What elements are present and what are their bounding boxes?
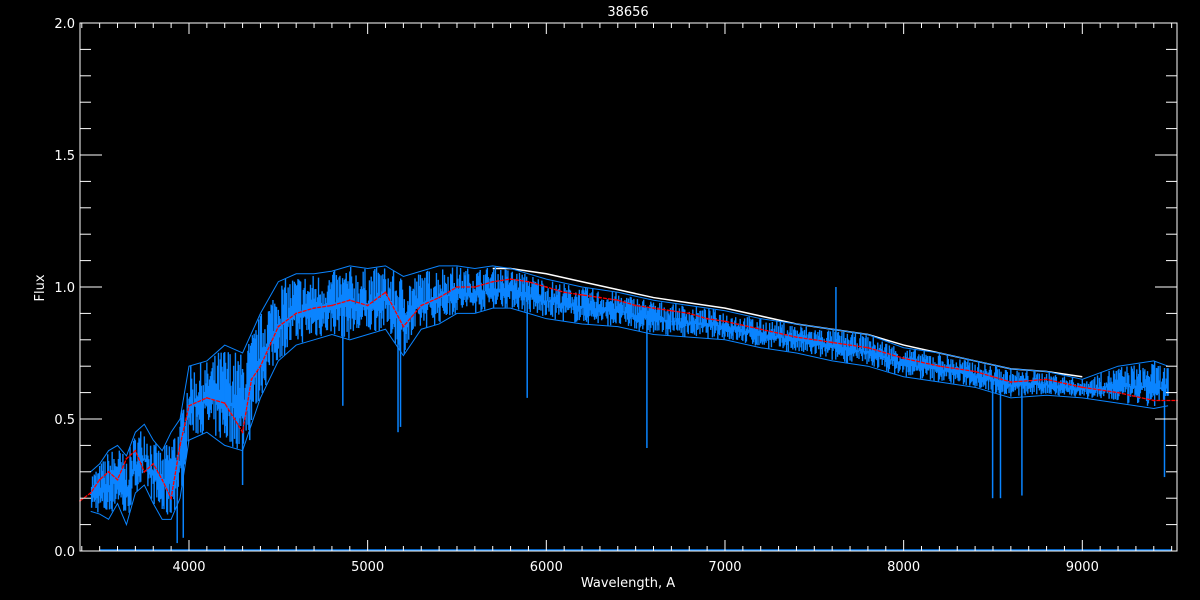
model-point bbox=[527, 280, 530, 283]
model-point bbox=[179, 444, 181, 447]
x-tick-label: 4000 bbox=[172, 560, 205, 575]
model-point bbox=[313, 307, 315, 310]
model-point bbox=[1081, 386, 1084, 389]
chart-title: 38656 bbox=[607, 5, 648, 20]
model-point bbox=[107, 470, 110, 473]
model-point bbox=[902, 357, 905, 360]
model-point bbox=[152, 462, 155, 465]
observed-upper-envelope bbox=[90, 265, 1169, 473]
model-point bbox=[616, 299, 619, 302]
model-point bbox=[1152, 399, 1155, 402]
model-point bbox=[438, 296, 441, 299]
model-point bbox=[143, 470, 146, 473]
y-tick-label: 0.5 bbox=[54, 413, 75, 428]
axes: 4000 5000 6000 7000 8000 9000 0.0 0.5 1.0 1.5 2.0 bbox=[54, 17, 1178, 575]
y-tick-label: 1.0 bbox=[54, 281, 75, 296]
x-tick-label: 5000 bbox=[351, 560, 384, 575]
model-point bbox=[581, 294, 583, 296]
model-point bbox=[116, 478, 119, 481]
model-point bbox=[974, 370, 977, 373]
model-point bbox=[456, 286, 458, 288]
model-point bbox=[241, 431, 244, 434]
model-point bbox=[402, 325, 405, 328]
model-point bbox=[205, 396, 208, 399]
model-point bbox=[161, 478, 164, 481]
model-point bbox=[545, 286, 548, 288]
model-point bbox=[188, 404, 190, 407]
model-point bbox=[831, 341, 834, 344]
model-point bbox=[938, 365, 941, 368]
y-tick-label: 2.0 bbox=[54, 17, 75, 32]
plot-area bbox=[79, 265, 1178, 551]
model-point bbox=[170, 497, 173, 500]
model-point bbox=[125, 457, 128, 460]
model-flux-line bbox=[79, 278, 1177, 502]
model-point bbox=[992, 375, 994, 378]
model-point bbox=[295, 312, 298, 315]
model-point bbox=[724, 320, 726, 323]
model-point bbox=[348, 299, 351, 302]
x-tick-label: 9000 bbox=[1066, 560, 1099, 575]
axes-frame bbox=[79, 22, 1178, 552]
model-point bbox=[366, 304, 369, 307]
x-tick-label: 6000 bbox=[530, 560, 563, 575]
model-point bbox=[599, 296, 601, 299]
model-point bbox=[652, 307, 655, 310]
model-point bbox=[867, 346, 869, 349]
y-tick-label: 1.5 bbox=[54, 149, 75, 164]
model-point bbox=[259, 365, 262, 368]
model-point bbox=[670, 309, 673, 312]
model-point bbox=[277, 325, 280, 328]
model-point bbox=[688, 312, 691, 315]
model-point bbox=[759, 328, 762, 331]
model-point bbox=[89, 492, 92, 494]
model-point bbox=[98, 478, 101, 481]
model-point bbox=[1009, 381, 1012, 383]
model-point bbox=[384, 291, 387, 294]
model-point bbox=[250, 378, 253, 381]
observed-flux-band bbox=[90, 266, 1169, 515]
model-point bbox=[634, 304, 637, 307]
model-point bbox=[420, 304, 423, 307]
x-tick-label: 8000 bbox=[887, 560, 920, 575]
model-point bbox=[223, 402, 226, 405]
y-axis-label: Flux bbox=[33, 274, 48, 301]
y-tick-label: 0.0 bbox=[54, 545, 75, 560]
model-point bbox=[795, 336, 798, 339]
model-point bbox=[134, 449, 137, 452]
model-point bbox=[331, 304, 333, 307]
model-point bbox=[563, 291, 566, 294]
model-point bbox=[1045, 378, 1048, 381]
model-point bbox=[1117, 391, 1119, 394]
model-point bbox=[509, 278, 512, 280]
observed-lower-envelope bbox=[90, 307, 1169, 527]
x-axis-label: Wavelength, A bbox=[581, 576, 675, 591]
model-point bbox=[706, 317, 709, 320]
model-point bbox=[473, 286, 476, 288]
model-point bbox=[491, 280, 494, 283]
x-tick-label: 7000 bbox=[708, 560, 741, 575]
